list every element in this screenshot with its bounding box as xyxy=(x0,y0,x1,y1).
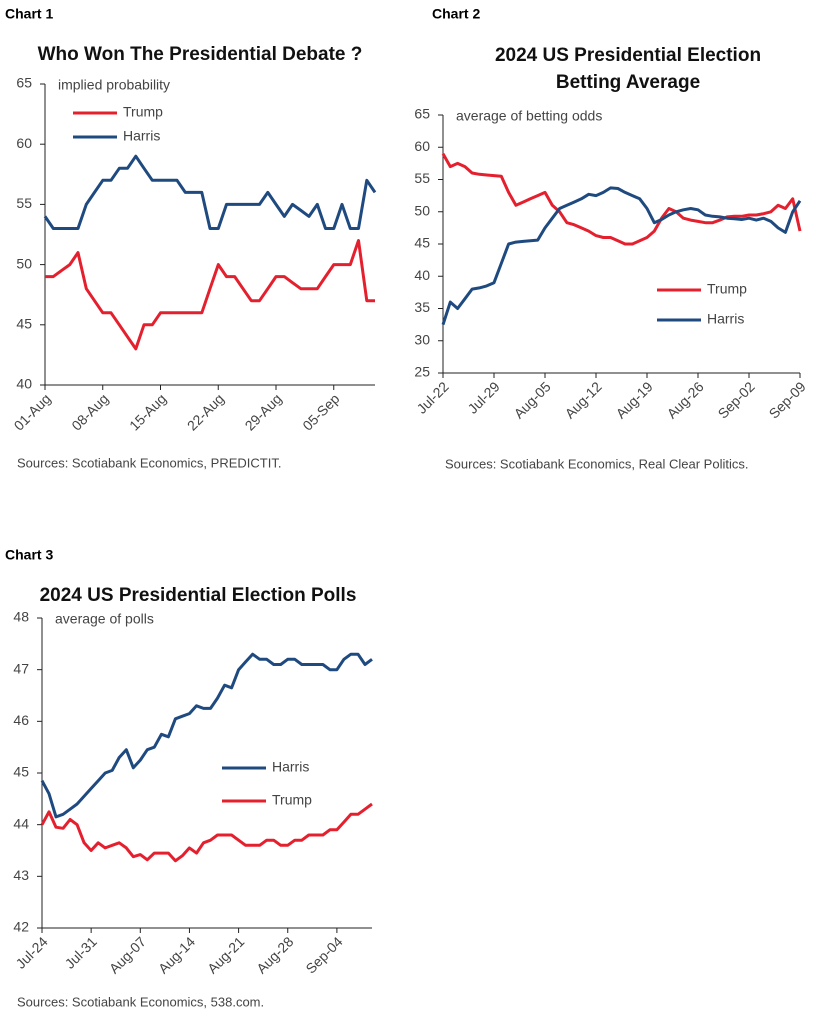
annotation: average of polls xyxy=(55,611,154,627)
y-tick-label: 42 xyxy=(13,919,29,935)
y-tick-label: 47 xyxy=(13,660,29,676)
chart-title: Betting Average xyxy=(556,72,700,93)
y-tick-label: 48 xyxy=(13,609,29,625)
x-tick-label: Sep-04 xyxy=(302,933,345,976)
series-line xyxy=(441,186,802,326)
x-tick-label: Aug-07 xyxy=(106,933,149,976)
y-tick-label: 55 xyxy=(16,195,32,211)
x-tick-label: Jul-31 xyxy=(62,933,100,971)
legend-label: Trump xyxy=(707,281,747,297)
x-tick-label: Aug-12 xyxy=(561,378,604,421)
source: Sources: Scotiabank Economics, PREDICTIT… xyxy=(17,455,281,470)
x-tick-label: 15-Aug xyxy=(126,390,169,433)
y-tick-label: 60 xyxy=(414,138,430,154)
chart-title: 2024 US Presidential Election xyxy=(495,45,761,66)
y-tick-label: 30 xyxy=(414,331,430,347)
y-tick-label: 45 xyxy=(414,235,430,251)
series-line xyxy=(40,802,373,863)
legend-label: Harris xyxy=(272,759,309,775)
chart-label: Chart 1 xyxy=(5,6,53,22)
y-tick-label: 45 xyxy=(13,764,29,780)
x-tick-label: Jul-22 xyxy=(413,378,451,416)
y-tick-label: 25 xyxy=(414,364,430,380)
y-tick-label: 65 xyxy=(16,75,32,91)
legend-label: Trump xyxy=(123,104,163,120)
x-tick-label: Aug-19 xyxy=(612,378,655,421)
x-tick-label: Jul-29 xyxy=(464,378,502,416)
x-tick-label: Sep-02 xyxy=(714,378,757,421)
x-tick-label: 01-Aug xyxy=(10,390,53,433)
x-tick-label: 22-Aug xyxy=(184,390,227,433)
source: Sources: Scotiabank Economics, Real Clea… xyxy=(445,456,748,471)
y-tick-label: 46 xyxy=(13,712,29,728)
annotation: implied probability xyxy=(58,77,170,93)
x-tick-label: Aug-05 xyxy=(510,378,553,421)
x-tick-label: Aug-26 xyxy=(663,378,706,421)
series-line xyxy=(441,152,802,246)
y-tick-label: 55 xyxy=(414,170,430,186)
chart-label: Chart 3 xyxy=(5,547,53,563)
chart-title: 2024 US Presidential Election Polls xyxy=(40,585,357,606)
legend-label: Trump xyxy=(272,792,312,808)
chart-title: Who Won The Presidential Debate ? xyxy=(38,44,363,65)
legend-label: Harris xyxy=(123,128,160,144)
y-tick-label: 60 xyxy=(16,135,32,151)
x-tick-label: Aug-14 xyxy=(155,933,198,976)
y-tick-label: 45 xyxy=(16,316,32,332)
source: Sources: Scotiabank Economics, 538.com. xyxy=(17,994,264,1009)
series-line xyxy=(40,652,373,819)
x-tick-label: Jul-24 xyxy=(12,933,50,971)
x-tick-label: Aug-28 xyxy=(253,933,296,976)
x-tick-label: 05-Sep xyxy=(299,390,342,433)
series-line xyxy=(45,239,375,351)
y-tick-label: 50 xyxy=(16,255,32,271)
y-tick-label: 40 xyxy=(16,376,32,392)
series-line xyxy=(43,154,377,230)
x-tick-label: Sep-09 xyxy=(765,378,808,421)
y-tick-label: 35 xyxy=(414,299,430,315)
x-tick-label: 29-Aug xyxy=(241,390,284,433)
y-tick-label: 43 xyxy=(13,867,29,883)
legend-label: Harris xyxy=(707,311,744,327)
y-tick-label: 44 xyxy=(13,815,29,831)
annotation: average of betting odds xyxy=(456,108,602,124)
x-tick-label: Aug-21 xyxy=(204,933,247,976)
y-tick-label: 65 xyxy=(414,106,430,122)
x-tick-label: 08-Aug xyxy=(68,390,111,433)
y-tick-label: 40 xyxy=(414,267,430,283)
chart-label: Chart 2 xyxy=(432,6,480,22)
y-tick-label: 50 xyxy=(414,202,430,218)
